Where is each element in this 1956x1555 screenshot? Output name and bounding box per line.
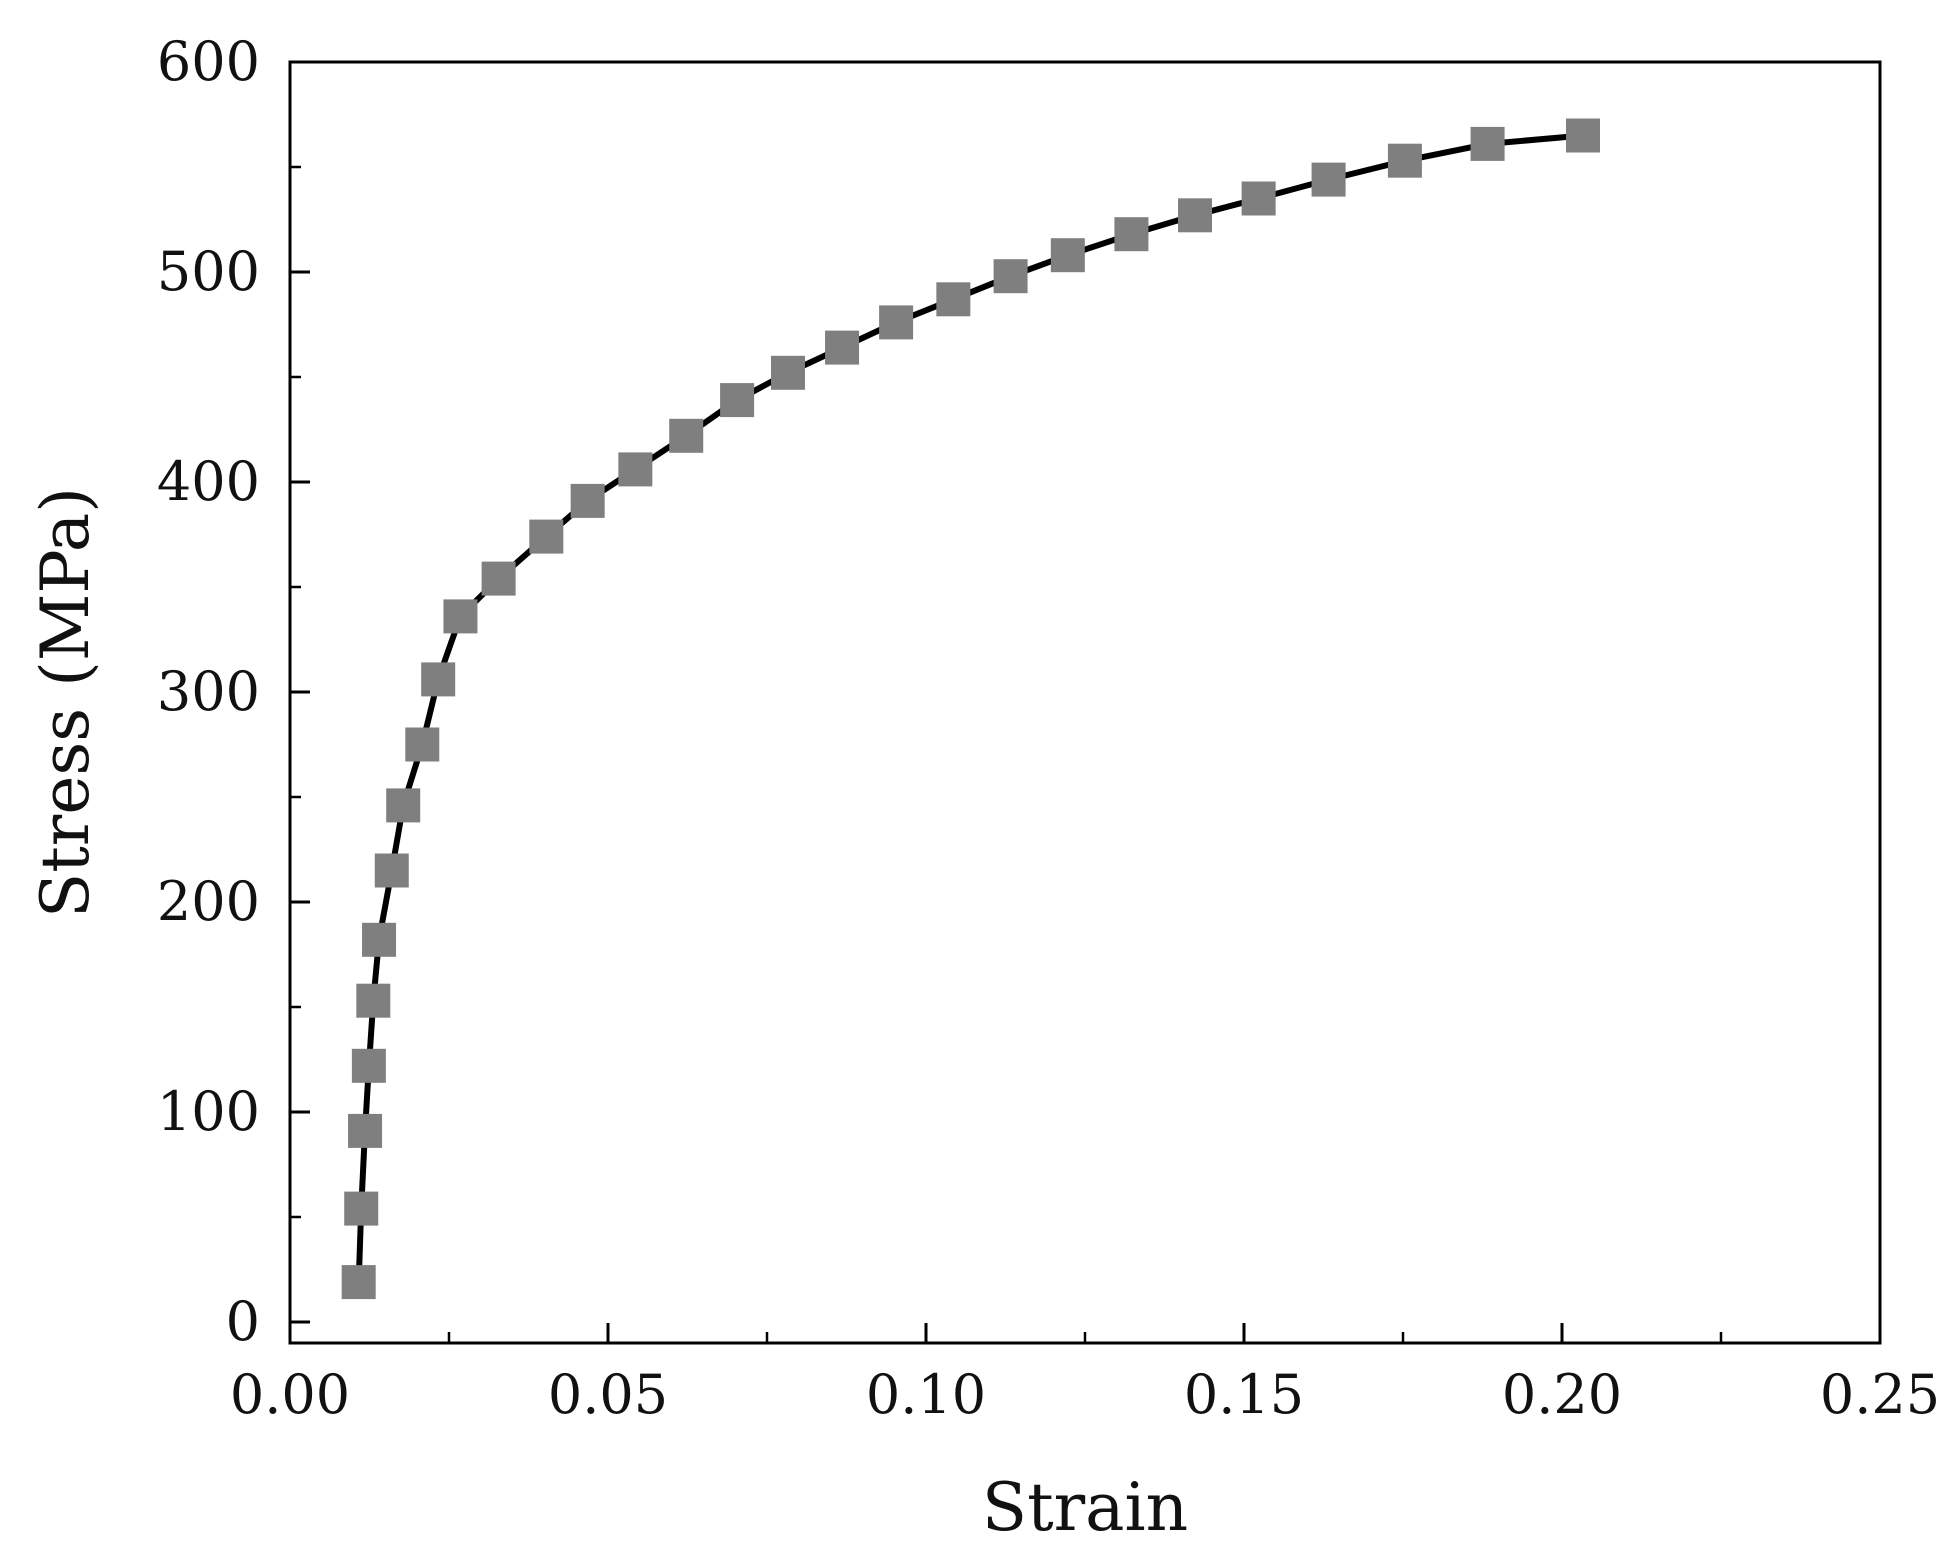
data-point-marker: [1050, 238, 1085, 273]
data-point-marker: [1470, 126, 1505, 161]
y-tick-label: 0: [226, 1290, 260, 1353]
data-point-marker: [1311, 162, 1346, 197]
data-point-marker: [362, 922, 397, 957]
data-point-marker: [348, 1113, 383, 1148]
data-point-marker: [669, 418, 704, 453]
data-point-marker: [443, 599, 478, 634]
y-axis-title: Stress (MPa): [27, 487, 104, 918]
data-point-marker: [720, 383, 755, 418]
y-tick-label: 400: [157, 450, 260, 513]
data-point-marker: [421, 662, 456, 697]
x-axis-title: Strain: [982, 1469, 1188, 1546]
data-point-marker: [529, 519, 564, 554]
data-point-marker: [341, 1265, 376, 1300]
plot-frame: [288, 60, 1882, 1345]
y-tick-label: 200: [157, 870, 260, 933]
data-point-marker: [1387, 143, 1422, 178]
x-tick-label: 0.05: [548, 1363, 668, 1426]
data-point-marker: [936, 282, 971, 317]
data-markers: [341, 118, 1600, 1300]
x-tick-label: 0.20: [1502, 1363, 1622, 1426]
y-tick-label: 500: [157, 240, 260, 303]
data-point-marker: [374, 853, 409, 888]
data-point-marker: [618, 452, 653, 487]
data-point-marker: [1565, 118, 1600, 153]
data-point-marker: [993, 259, 1028, 294]
data-point-marker: [344, 1191, 379, 1226]
y-tick-label: 300: [157, 660, 260, 723]
data-point-marker: [770, 355, 805, 390]
data-point-marker: [351, 1048, 386, 1083]
data-point-marker: [356, 983, 391, 1018]
minor-ticks: [290, 165, 1723, 1343]
x-tick-label: 0.15: [1184, 1363, 1304, 1426]
data-point-marker: [1241, 181, 1276, 216]
x-tick-label: 0.25: [1820, 1363, 1940, 1426]
y-tick-label: 600: [157, 30, 260, 93]
x-tick-labels: 0.00 0.05 0.10 0.15 0.20 0.25: [230, 1363, 1940, 1426]
major-ticks: [288, 60, 1882, 1343]
y-tick-labels: 0 100 200 300 400 500 600: [157, 30, 260, 1353]
data-point-marker: [879, 305, 914, 340]
data-point-marker: [1178, 198, 1213, 233]
x-tick-label: 0.10: [866, 1363, 986, 1426]
y-tick-label: 100: [157, 1080, 260, 1143]
data-point-marker: [1114, 217, 1149, 252]
data-point-marker: [825, 330, 860, 365]
series-line: [355, 132, 1586, 1286]
data-point-marker: [481, 561, 516, 596]
data-point-marker: [570, 483, 605, 518]
x-tick-label: 0.00: [230, 1363, 350, 1426]
data-point-marker: [405, 727, 440, 762]
data-point-marker: [386, 788, 421, 823]
